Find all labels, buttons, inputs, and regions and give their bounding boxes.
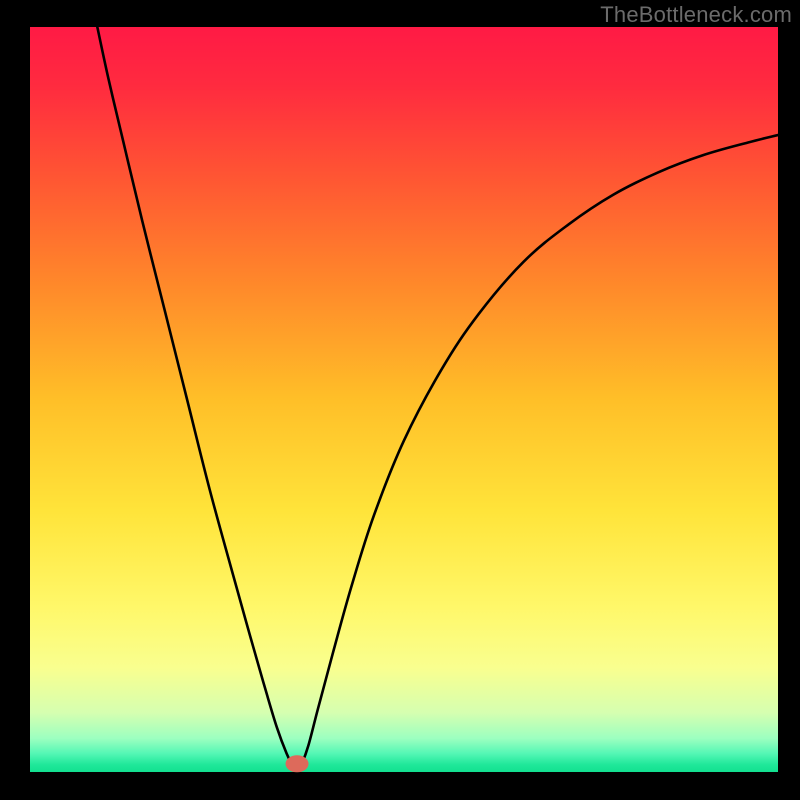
chart-container: TheBottleneck.com xyxy=(0,0,800,800)
plot-background xyxy=(30,27,778,772)
bottleneck-chart xyxy=(0,0,800,800)
watermark-text: TheBottleneck.com xyxy=(600,2,792,28)
minimum-marker xyxy=(286,756,308,772)
